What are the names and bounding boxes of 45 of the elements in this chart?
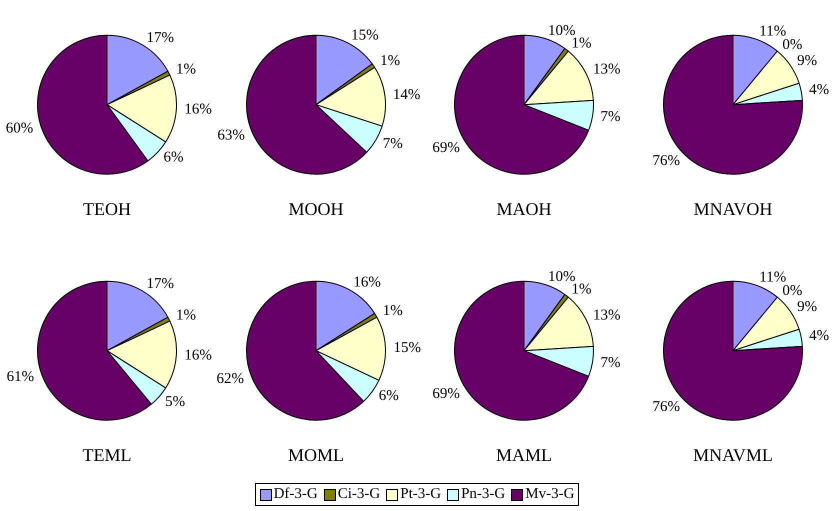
data-label: 17% — [146, 30, 174, 46]
text: MNAVML — [692, 444, 772, 465]
text: MOML — [287, 444, 344, 465]
data-label: 6% — [378, 388, 398, 404]
text: TEOH — [83, 198, 131, 219]
data-label: 61% — [6, 368, 34, 385]
data-label: 4% — [808, 328, 829, 344]
data-label: 62% — [216, 371, 244, 388]
data-label: 13% — [593, 307, 621, 324]
legend-label: Df-3-G — [272, 486, 318, 503]
data-label: 15% — [350, 28, 378, 44]
data-label: 9% — [796, 53, 817, 70]
legend-label: Ci-3-G — [336, 486, 380, 503]
data-label: 16% — [352, 274, 380, 291]
text: MAML — [496, 444, 552, 465]
data-label: 63% — [216, 127, 244, 144]
data-label: 1% — [380, 53, 400, 70]
legend-label: Pn-3-G — [460, 486, 506, 503]
data-label: 6% — [163, 150, 184, 166]
data-label: 76% — [652, 399, 680, 416]
data-label: 4% — [808, 82, 829, 98]
data-label: 1% — [382, 303, 402, 320]
data-label: 17% — [146, 276, 174, 292]
data-label: 7% — [600, 108, 621, 125]
data-label: 60% — [6, 120, 34, 137]
data-label: 69% — [432, 386, 460, 402]
data-label: 9% — [796, 299, 817, 316]
data-label: 15% — [392, 340, 420, 356]
legend-label: Pt-3-G — [399, 486, 442, 503]
data-label: 1% — [176, 307, 196, 324]
legend-label: Mv-3-G — [524, 486, 574, 503]
data-label: 13% — [593, 61, 621, 78]
text: MAOH — [496, 198, 552, 219]
data-label: 14% — [392, 86, 420, 103]
text: MOOH — [288, 198, 344, 219]
data-label: 69% — [432, 140, 460, 156]
data-label: 7% — [382, 136, 402, 152]
data-label: 76% — [652, 153, 680, 170]
data-label: 5% — [165, 394, 186, 410]
data-label: 16% — [184, 102, 212, 118]
text: TEML — [82, 444, 132, 465]
text: MNAVOH — [693, 198, 772, 219]
data-label: 7% — [600, 354, 621, 371]
data-label: 16% — [184, 348, 212, 364]
data-label: 1% — [176, 61, 196, 78]
